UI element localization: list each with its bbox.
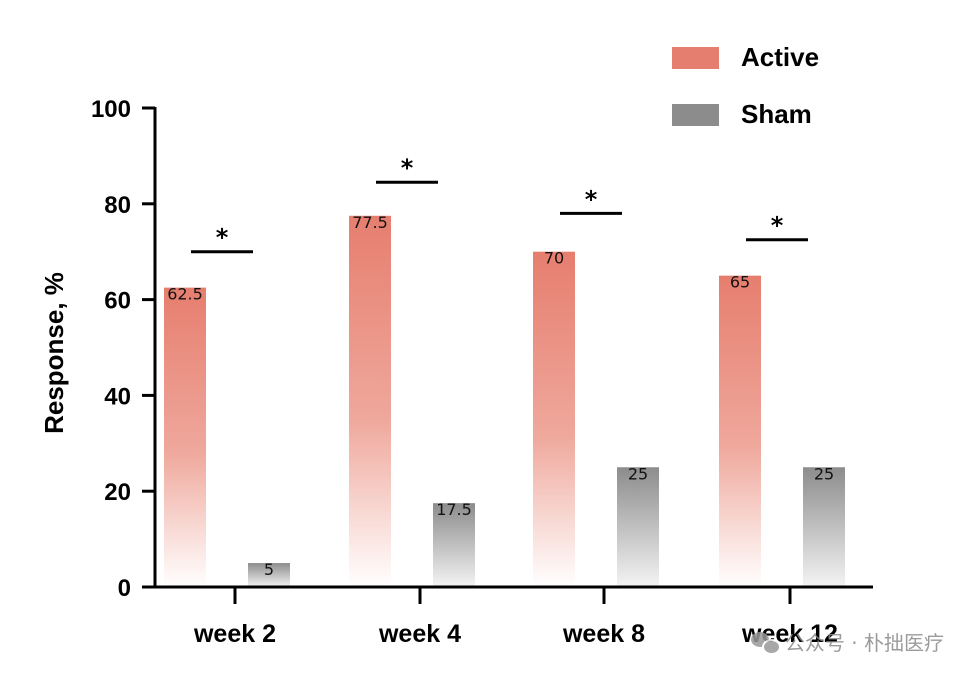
sham-value-label: 17.5 [436, 500, 472, 519]
y-tick-label: 20 [104, 479, 131, 506]
watermark-text: 公众号 · 朴拙医疗 [784, 631, 944, 655]
y-tick-label: 60 [104, 288, 131, 315]
sham-bar [433, 503, 475, 587]
x-axis-ticks: week 2 week 4 week 8 week 12 [193, 587, 838, 648]
legend-swatch-active [672, 47, 719, 69]
y-tick-label: 0 [118, 575, 131, 602]
sham-value-label: 25 [628, 464, 648, 483]
active-value-label: 70 [544, 249, 564, 268]
active-bar [164, 287, 206, 587]
sham-value-label: 5 [264, 560, 274, 579]
y-axis-label: Response, % [39, 272, 69, 434]
x-tick-label: week 2 [193, 620, 276, 648]
sham-bar [803, 467, 845, 587]
y-axis-ticks: 0 20 40 60 80 100 [91, 96, 155, 602]
y-tick-label: 100 [91, 96, 131, 123]
y-tick-label: 40 [104, 383, 131, 410]
active-bar [533, 251, 575, 587]
wechat-icon [750, 631, 781, 655]
y-tick-label: 80 [104, 192, 131, 219]
significance-markers: * * * * [191, 154, 808, 254]
active-value-label: 77.5 [352, 213, 388, 232]
sham-value-label: 25 [814, 464, 834, 483]
bars: 62.5 77.5 70 65 5 17.5 25 25 [164, 213, 845, 587]
legend-swatch-sham [672, 104, 719, 126]
active-value-label: 62.5 [167, 285, 203, 304]
x-tick-label: week 8 [562, 620, 645, 648]
legend-label-active: Active [741, 42, 819, 72]
x-tick-label: week 4 [378, 620, 461, 648]
significance-star: * [585, 185, 598, 213]
sham-bar [248, 563, 290, 587]
active-bar [349, 215, 391, 587]
significance-star: * [216, 224, 229, 252]
active-bar [719, 275, 761, 587]
sham-bar [617, 467, 659, 587]
significance-star: * [771, 212, 784, 240]
significance-star: * [401, 154, 414, 182]
watermark: 公众号 · 朴拙医疗 [750, 627, 944, 656]
active-value-label: 65 [730, 273, 750, 292]
legend-label-sham: Sham [741, 99, 812, 129]
legend: Active Sham [672, 42, 819, 129]
